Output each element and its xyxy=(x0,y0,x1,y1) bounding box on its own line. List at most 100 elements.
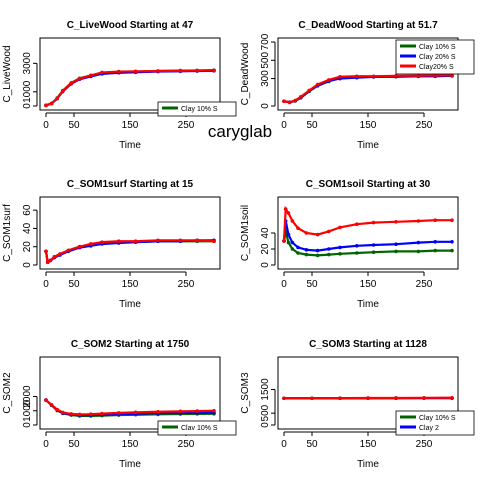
x-tick-label: 0 xyxy=(43,439,49,450)
data-point xyxy=(394,250,398,254)
data-point xyxy=(134,239,138,243)
data-point xyxy=(49,259,53,263)
data-point xyxy=(287,211,291,215)
x-tick-label: 50 xyxy=(306,439,318,450)
data-point xyxy=(53,255,57,259)
y-tick-label: 3000 xyxy=(22,52,33,75)
x-tick-label: 250 xyxy=(178,439,195,450)
data-point xyxy=(293,99,297,103)
y-tick-label: 40 xyxy=(22,222,33,234)
plot-frame xyxy=(40,38,220,110)
data-point xyxy=(422,396,426,400)
data-point xyxy=(288,101,292,105)
y-tick-label: 2000 xyxy=(22,385,33,408)
data-point xyxy=(58,252,62,256)
legend-label: Clay 10% S xyxy=(419,415,456,422)
data-point xyxy=(100,240,104,244)
x-axis-label: Time xyxy=(357,459,379,470)
series-line-0 xyxy=(46,70,214,105)
data-point xyxy=(305,253,309,257)
y-tick-label: 1500 xyxy=(260,378,271,401)
legend-label: Clay 10% S xyxy=(181,106,218,113)
page-label: caryglab xyxy=(0,122,480,142)
legend: Clav 10% S xyxy=(158,421,236,435)
x-tick-label: 0 xyxy=(281,439,287,450)
data-point xyxy=(287,233,291,237)
data-point xyxy=(89,412,93,416)
data-point xyxy=(305,231,309,235)
data-point xyxy=(212,69,216,73)
x-tick-label: 250 xyxy=(416,439,433,450)
data-point xyxy=(282,99,286,103)
y-tick-label: 0 xyxy=(22,262,33,268)
data-point xyxy=(284,207,288,211)
series-line-1 xyxy=(46,71,214,105)
data-point xyxy=(55,408,59,412)
data-point xyxy=(450,249,454,253)
data-point xyxy=(394,242,398,246)
data-point xyxy=(55,97,59,101)
data-point xyxy=(338,396,342,400)
data-point xyxy=(327,247,331,251)
y-axis-label: C_SOM2 xyxy=(2,372,13,414)
data-point xyxy=(156,239,160,243)
series-line-0 xyxy=(46,241,214,262)
data-point xyxy=(372,74,376,78)
data-point xyxy=(338,252,342,256)
data-point xyxy=(89,74,93,78)
data-point xyxy=(282,396,286,400)
data-point xyxy=(355,74,359,78)
data-point xyxy=(296,246,300,250)
data-point xyxy=(212,409,216,413)
data-point xyxy=(316,233,320,237)
series-line-1 xyxy=(284,221,452,251)
data-point xyxy=(450,240,454,244)
data-point xyxy=(305,248,309,252)
data-point xyxy=(296,251,300,255)
y-tick-label: 40 xyxy=(260,227,271,239)
y-axis-label: C_DeadWood xyxy=(240,43,251,106)
legend-label: Clay20% S xyxy=(419,64,454,71)
data-point xyxy=(296,226,300,230)
data-point xyxy=(433,218,437,222)
data-point xyxy=(89,242,93,246)
legend-label: Clay 10% S xyxy=(419,44,456,51)
x-tick-label: 250 xyxy=(178,279,195,290)
data-point xyxy=(417,219,421,223)
data-point xyxy=(156,410,160,414)
y-axis-label: C_SOM1soil xyxy=(240,205,251,261)
y-tick-label: 700 xyxy=(260,33,271,50)
plot-frame xyxy=(40,357,220,429)
x-axis-label: Time xyxy=(119,459,141,470)
data-point xyxy=(394,396,398,400)
data-point xyxy=(291,247,295,251)
data-point xyxy=(282,239,286,243)
plot-frame xyxy=(40,197,220,269)
x-tick-label: 150 xyxy=(122,279,139,290)
data-point xyxy=(372,243,376,247)
data-point xyxy=(291,241,295,245)
data-point xyxy=(316,249,320,253)
y-axis-label: C_SOM1surf xyxy=(2,204,13,262)
data-point xyxy=(366,396,370,400)
data-point xyxy=(61,89,65,93)
data-point xyxy=(338,75,342,79)
data-point xyxy=(179,410,183,414)
y-tick-label: 1000 xyxy=(22,80,33,103)
y-tick-label: 0 xyxy=(260,103,271,109)
chart-title: C_DeadWood Starting at 51.7 xyxy=(298,20,438,31)
data-point xyxy=(338,226,342,230)
data-point xyxy=(100,412,104,416)
y-tick-label: 500 xyxy=(260,404,271,421)
data-point xyxy=(195,409,199,413)
data-point xyxy=(310,396,314,400)
data-point xyxy=(212,239,216,243)
data-point xyxy=(417,241,421,245)
data-point xyxy=(117,411,121,415)
data-point xyxy=(299,95,303,99)
data-point xyxy=(433,249,437,253)
data-point xyxy=(338,246,342,250)
data-point xyxy=(307,89,311,93)
